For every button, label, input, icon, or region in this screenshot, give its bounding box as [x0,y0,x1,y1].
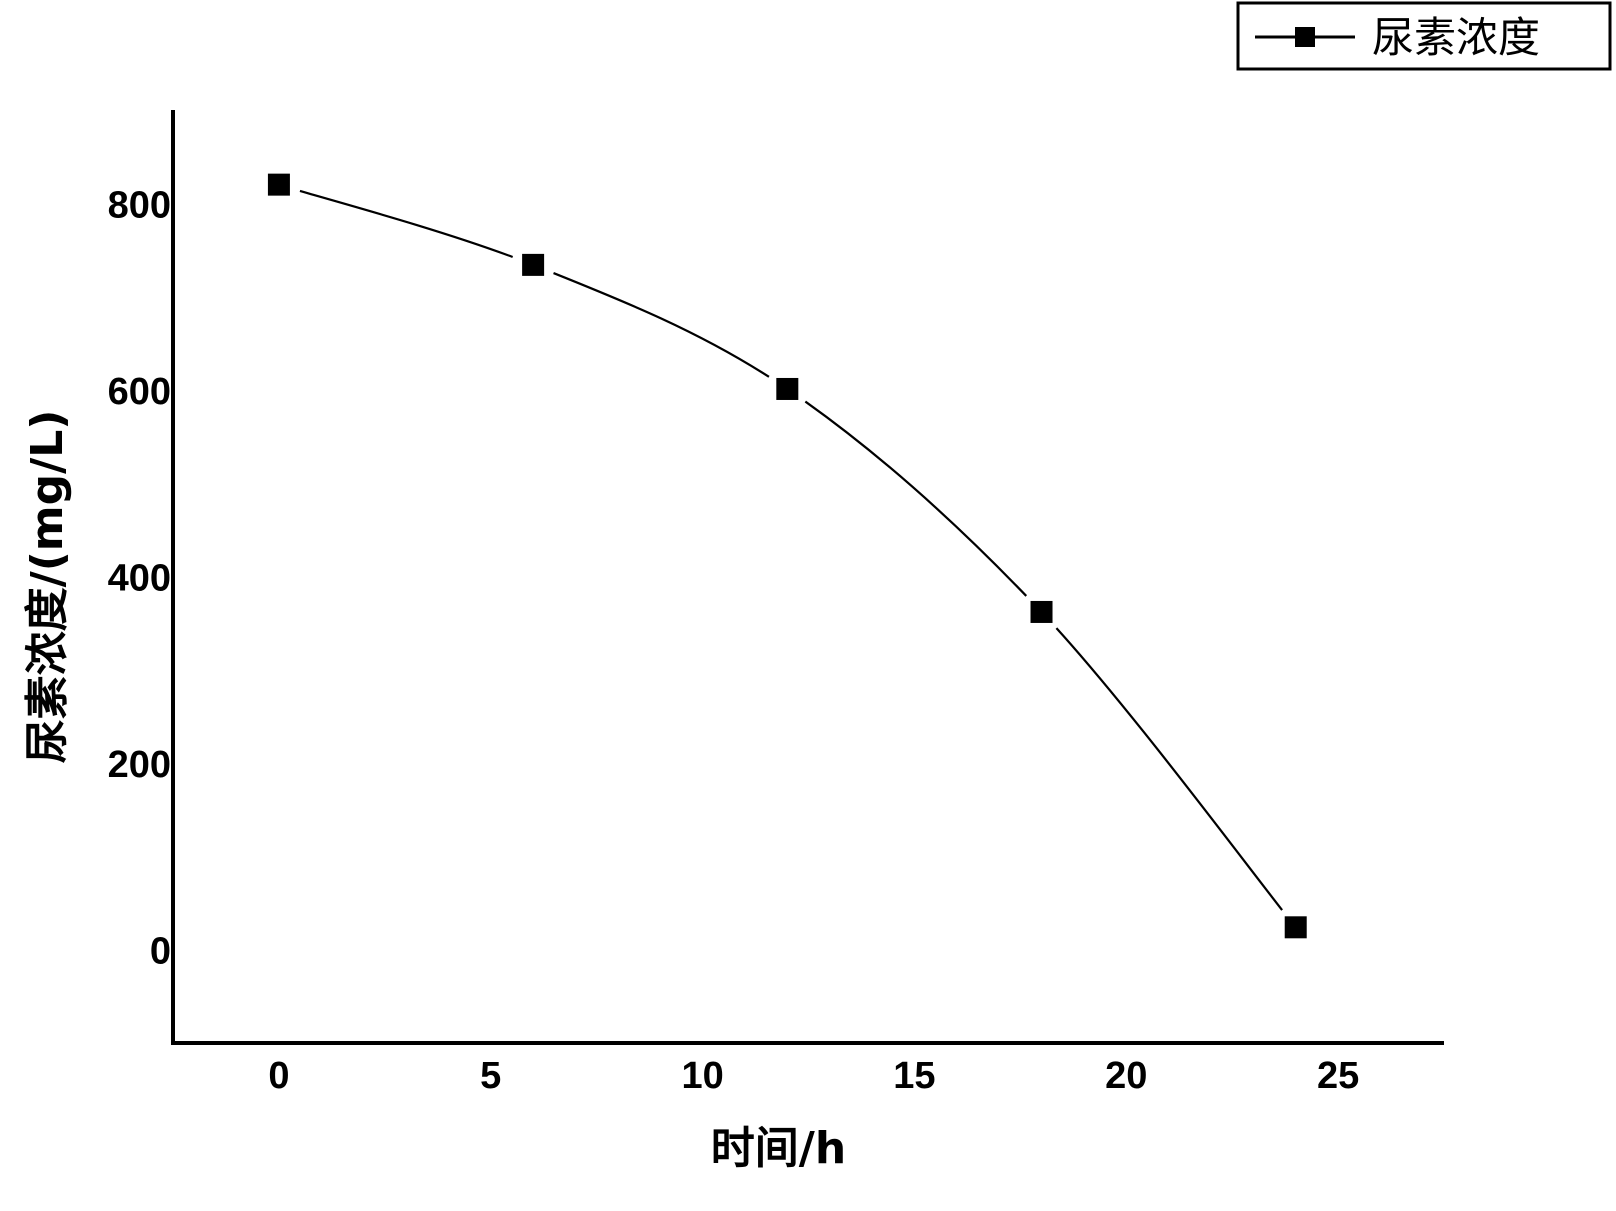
plot-area [267,173,1307,939]
y-ticks: 0 200 400 600 800 [108,184,171,972]
x-tick-label: 20 [1105,1055,1147,1097]
x-tick-label: 5 [480,1055,501,1097]
y-tick-label: 0 [150,931,171,973]
series-line-segment [786,388,1043,613]
data-point-marker [1284,916,1307,939]
data-point-marker [522,253,545,276]
legend-marker-square [1295,27,1315,47]
x-tick-label: 10 [681,1055,723,1097]
x-tick-label: 0 [268,1055,289,1097]
y-tick-label: 800 [108,184,171,226]
y-tick-label: 400 [108,558,171,600]
x-tick-label: 25 [1317,1055,1359,1097]
series-line-segment [532,263,788,390]
series-line-segment [1040,611,1297,928]
x-tick-label: 15 [893,1055,935,1097]
x-ticks: 0 5 10 15 20 25 [268,1055,1359,1097]
data-point-marker [776,377,799,400]
legend: 尿素浓度 [1236,1,1612,71]
data-point-marker [1030,600,1053,623]
y-axis-title: 尿素浓度/(mg/L) [22,410,73,764]
y-tick-label: 200 [108,744,171,786]
x-axis-title: 时间/h [711,1123,846,1174]
data-point-marker [267,173,290,196]
series-line-segment [278,183,534,266]
axes [171,110,1444,1045]
legend-label: 尿素浓度 [1372,13,1540,62]
y-tick-label: 600 [108,371,171,413]
